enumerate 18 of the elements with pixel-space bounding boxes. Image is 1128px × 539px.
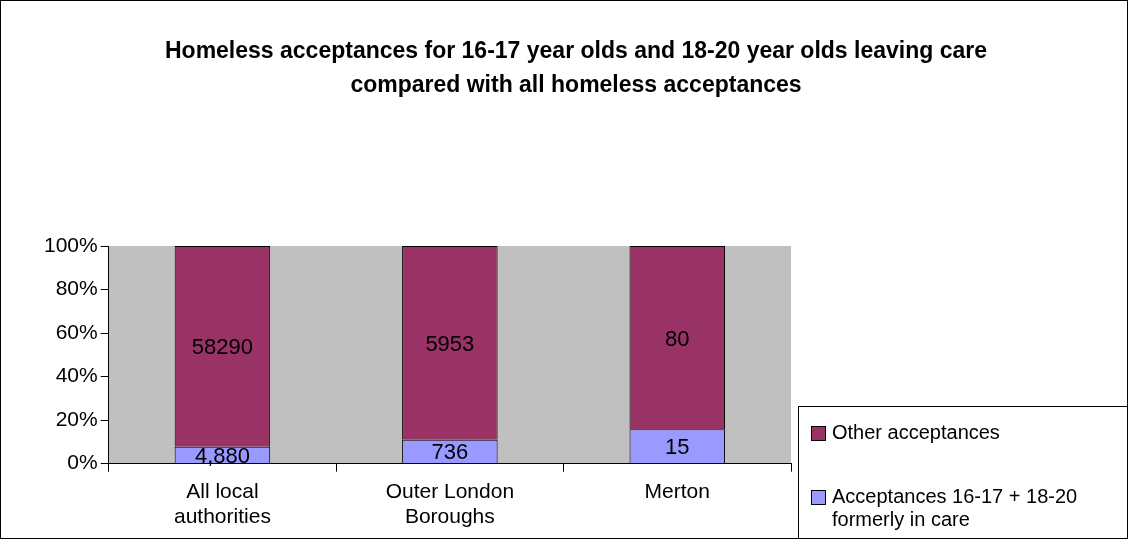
y-tick-label: 20%: [55, 406, 98, 430]
legend-label: Acceptances 16-17 + 18-20 formerly in care: [832, 485, 1079, 531]
y-tick-label: 40%: [55, 363, 98, 387]
x-tick-label: Outer London Boroughs: [385, 479, 515, 528]
y-tick-label: 100%: [43, 232, 98, 256]
y-tick-label: 80%: [55, 276, 98, 300]
x-tick-label: All local authorities: [173, 479, 271, 528]
y-tick-label: 60%: [55, 319, 98, 343]
legend-label: Other acceptances: [832, 421, 1001, 444]
annotation: 80: [665, 325, 690, 351]
x-tick-label: Merton: [644, 479, 710, 502]
annotation: 15: [665, 434, 690, 460]
chart-title: Homeless acceptances for 16-17 year olds and 18-20 year olds leaving care compared with all homeless acceptances: [163, 36, 988, 99]
y-tick-label: 0%: [67, 450, 98, 474]
annotation: 4,880: [194, 443, 250, 469]
annotation: 58290: [191, 334, 254, 360]
annotation: 736: [431, 439, 469, 465]
annotation: 5953: [425, 330, 475, 356]
